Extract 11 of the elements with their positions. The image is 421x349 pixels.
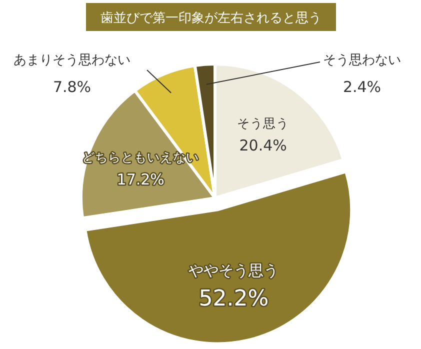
chart-title: 歯並びで第一印象が左右されると思う (100, 11, 322, 26)
slice-label: そう思わない (323, 53, 401, 68)
data-label: 20.4% (239, 136, 287, 155)
data-label: 2.4% (342, 78, 382, 96)
data-label: 17.2% (116, 170, 164, 188)
title: 歯並びで第一印象が左右されると思う (86, 3, 336, 31)
slice-label: ややそう思う (188, 262, 279, 280)
slice-label: あまりそう思わない (14, 53, 130, 68)
slice-label: そう思う (237, 116, 290, 131)
data-label: 7.8% (52, 78, 92, 96)
data-label: 52.2% (198, 286, 269, 312)
